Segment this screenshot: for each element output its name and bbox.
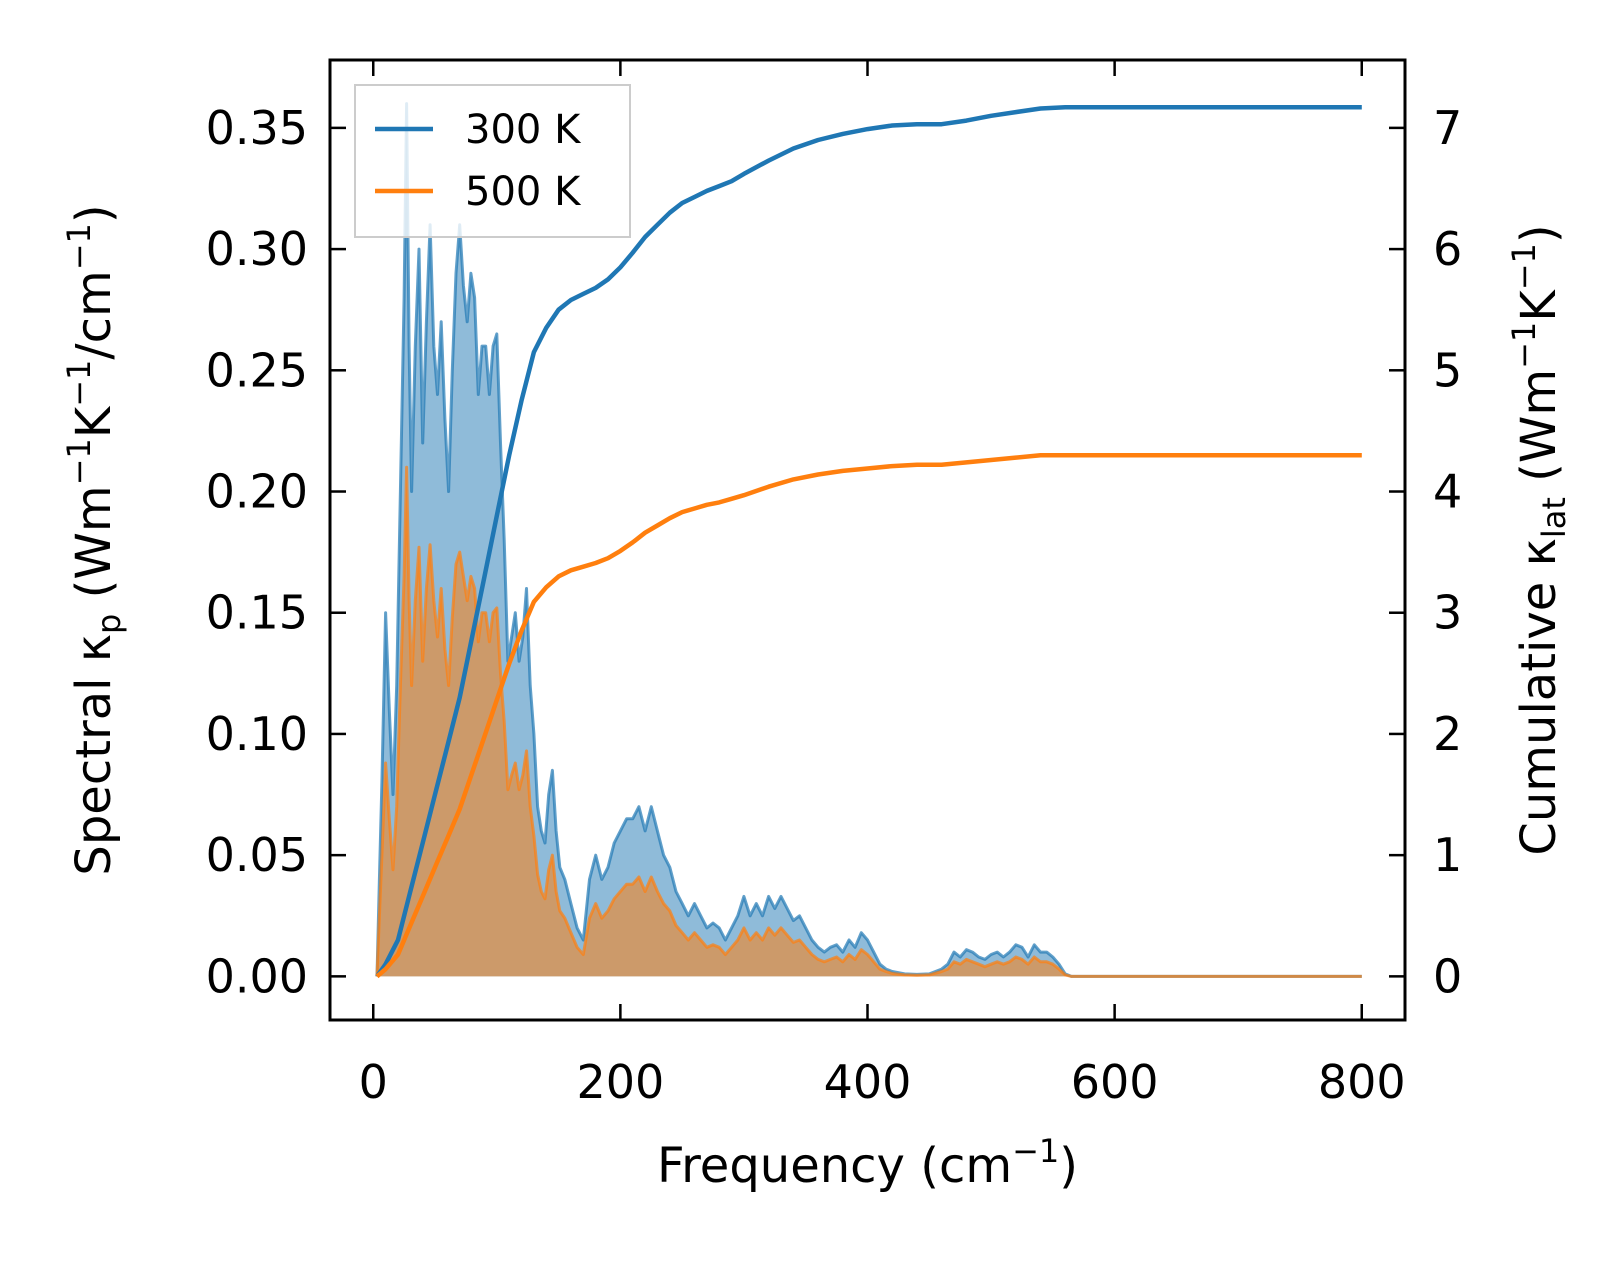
y-right-tick-label: 4 [1433, 465, 1462, 519]
x-tick-label: 600 [1071, 1055, 1159, 1109]
y-left-tick-label: 0.30 [206, 222, 308, 276]
y-left-tick-label: 0.35 [206, 101, 308, 155]
y-left-title-tail: ) [66, 204, 122, 223]
plot-layer [375, 102, 1362, 979]
y-left-tick-label: 0.25 [206, 343, 308, 397]
y-right-tick-label: 1 [1433, 828, 1462, 882]
y-right-tick-label: 6 [1433, 222, 1462, 276]
tick-layer [330, 60, 1405, 1020]
y-right-title-pre: Cumulative κ [1511, 538, 1567, 856]
y-left-title-sup3: −1 [60, 223, 98, 270]
y-left-title-pre: Spectral κ [66, 634, 122, 876]
spectral-line-300-k [375, 102, 1362, 978]
y-left-tick-label: 0.15 [206, 586, 308, 640]
y-right-title-mid: (Wm [1511, 369, 1567, 497]
y-right-tick-label: 2 [1433, 707, 1462, 761]
cumulative-line-300-k [375, 105, 1362, 978]
y-right-tick-label: 5 [1433, 343, 1462, 397]
y-left-title-mid3: /cm [66, 270, 122, 359]
x-tick-label: 200 [576, 1055, 664, 1109]
y-left-title-mid: (Wm [66, 485, 122, 613]
y-left-title-sup2: −1 [60, 360, 98, 407]
plot-frame [328, 58, 1407, 1022]
plot-area [375, 102, 1362, 979]
y-left-title-sup1: −1 [60, 438, 98, 485]
x-axis-title-tail: ) [1059, 1138, 1078, 1194]
spectral-line-500-k [375, 465, 1362, 978]
y-right-axis-title: Cumulative κlat (Wm−1K−1) [1505, 224, 1573, 855]
x-axis-title-sup: −1 [1012, 1132, 1059, 1170]
y-right-title-mid2: K [1511, 289, 1567, 322]
x-tick-label: 400 [824, 1055, 912, 1109]
legend: 300 K 500 K [354, 84, 631, 238]
y-right-tick-label: 0 [1433, 949, 1462, 1003]
y-right-title-sup1: −1 [1505, 322, 1543, 369]
y-right-title-sup2: −1 [1505, 243, 1543, 290]
y-right-title-tail: ) [1511, 224, 1567, 243]
y-right-tick-label: 3 [1433, 586, 1462, 640]
cumulative-line-500-k [375, 452, 1362, 979]
y-left-tick-label: 0.10 [206, 707, 308, 761]
x-axis-title: Frequency (cm−1) [657, 1132, 1078, 1194]
legend-box [354, 84, 631, 238]
y-right-tick-label: 7 [1433, 101, 1462, 155]
label-layer: 0 200 400 600 800 0.00 0.05 0.10 0.15 0.20 0.25 0.3… [60, 101, 1573, 1194]
x-tick-label: 0 [359, 1055, 388, 1109]
legend-label-300-k: 300 K [465, 107, 582, 153]
y-left-title-mid2: K [66, 405, 122, 438]
y-left-title-sub: p [90, 614, 128, 634]
legend-label-500-k: 500 K [465, 169, 582, 215]
y-right-title-sub: lat [1535, 497, 1573, 538]
y-left-tick-label: 0.00 [206, 949, 308, 1003]
spectral-area-500-k [377, 467, 1362, 977]
x-axis-title-main: Frequency (cm [657, 1138, 1012, 1194]
x-tick-label: 800 [1318, 1055, 1406, 1109]
y-left-axis-title: Spectral κp (Wm−1K−1/cm−1) [60, 204, 128, 875]
y-left-tick-label: 0.05 [206, 828, 308, 882]
y-left-tick-label: 0.20 [206, 465, 308, 519]
